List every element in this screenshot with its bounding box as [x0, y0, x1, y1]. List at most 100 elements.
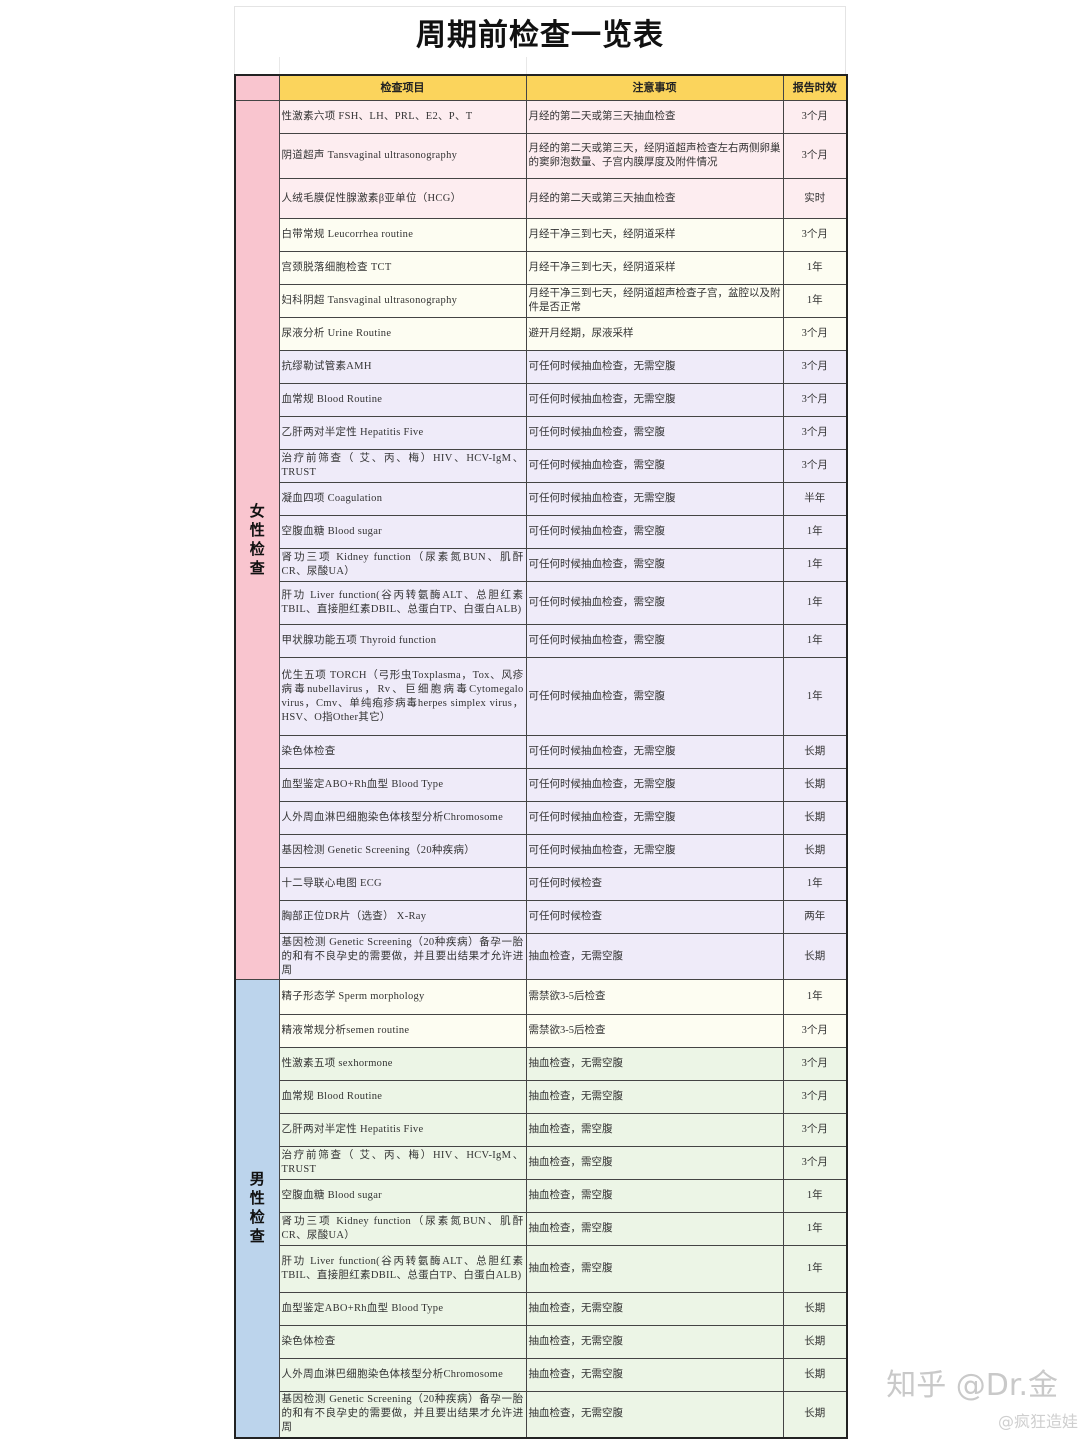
cell-period: 3个月 — [782, 1113, 848, 1147]
cell-note: 月经的第二天或第三天，经阴道超声检查左右两侧卵巢的窦卵泡数量、子宫内膜厚度及附件… — [525, 133, 784, 179]
cell-item: 阴道超声 Tansvaginal ultrasonography — [278, 133, 527, 179]
cell-period: 3个月 — [782, 133, 848, 179]
sheet-title: 周期前检查一览表 — [234, 6, 846, 57]
cell-note: 可任何时候抽血检查，无需空腹 — [525, 383, 784, 417]
table-row: 乙肝两对半定性 Hepatitis Five 可任何时候抽血检查，需空腹 3个月 — [235, 416, 848, 450]
cell-item: 治疗前筛查（ 艾、丙、梅）HIV、HCV-IgM、TRUST — [278, 1146, 527, 1180]
cell-period: 长期 — [782, 801, 848, 835]
cell-period: 1年 — [782, 1245, 848, 1293]
cell-note: 可任何时候抽血检查，无需空腹 — [525, 801, 784, 835]
cell-note: 月经的第二天或第三天抽血检查 — [525, 100, 784, 134]
cell-item: 十二导联心电图 ECG — [278, 867, 527, 901]
cell-item: 甲状腺功能五项 Thyroid function — [278, 624, 527, 658]
header-period: 报告时效 — [782, 74, 848, 101]
group-label-char: 男 — [249, 1170, 265, 1189]
cell-item: 乙肝两对半定性 Hepatitis Five — [278, 416, 527, 450]
female-group-label: 女性检查 — [234, 100, 280, 980]
header-row: 检查项目 注意事项 报告时效 — [234, 74, 848, 101]
cell-period: 3个月 — [782, 100, 848, 134]
table-row: 阴道超声 Tansvaginal ultrasonography 月经的第二天或第… — [235, 133, 848, 179]
cell-period: 3个月 — [782, 1080, 848, 1114]
cell-item: 治疗前筛查（ 艾、丙、梅）HIV、HCV-IgM、TRUST — [278, 449, 527, 483]
table-row: 血常规 Blood Routine 可任何时候抽血检查，无需空腹 3个月 — [235, 383, 848, 417]
cell-period: 3个月 — [782, 350, 848, 384]
cell-item: 精液常规分析semen routine — [278, 1014, 527, 1048]
table-row: 基因检测 Genetic Screening（20种疾病） 可任何时候抽血检查，无… — [235, 834, 848, 868]
cell-period: 长期 — [782, 933, 848, 980]
cell-item: 肾功三项 Kidney function（尿素氮BUN、肌酐CR、尿酸UA） — [278, 1212, 527, 1246]
cell-note: 可任何时候抽血检查，无需空腹 — [525, 482, 784, 516]
cell-note: 可任何时候抽血检查，需空腹 — [525, 515, 784, 549]
cell-item: 基因检测 Genetic Screening（20种疾病） — [278, 834, 527, 868]
cell-note: 可任何时候抽血检查，需空腹 — [525, 416, 784, 450]
cell-period: 3个月 — [782, 317, 848, 351]
group-label-char: 查 — [249, 559, 265, 577]
cell-note: 抽血检查，需空腹 — [525, 1146, 784, 1180]
cell-item: 抗缪勒试管素AMH — [278, 350, 527, 384]
table-row: 十二导联心电图 ECG 可任何时候检查 1年 — [235, 867, 848, 901]
cell-note: 抽血检查，无需空腹 — [525, 1080, 784, 1114]
cell-note: 避开月经期，尿液采样 — [525, 317, 784, 351]
table-row: 肾功三项 Kidney function（尿素氮BUN、肌酐CR、尿酸UA） 抽血… — [235, 1212, 848, 1246]
cell-period: 长期 — [782, 834, 848, 868]
cell-period: 1年 — [782, 1212, 848, 1246]
group-label-char: 性 — [249, 1189, 265, 1208]
cell-period: 半年 — [782, 482, 848, 516]
table-row: 男性检查精子形态学 Sperm morphology 需禁欲3-5后检查 1年 — [234, 979, 848, 1438]
table-row: 精液常规分析semen routine 需禁欲3-5后检查 3个月 — [235, 1014, 848, 1048]
watermark: 知乎 @Dr.金 — [886, 1368, 1058, 1403]
cell-note: 可任何时候抽血检查，需空腹 — [525, 657, 784, 736]
cell-period: 长期 — [782, 1325, 848, 1359]
table-row: 基因检测 Genetic Screening（20种疾病）备孕一胎的和有不良孕史… — [235, 1391, 848, 1438]
table-row: 人绒毛膜促性腺激素β亚单位（HCG） 月经的第二天或第三天抽血检查 实时 — [235, 178, 848, 219]
table-row: 凝血四项 Coagulation 可任何时候抽血检查，无需空腹 半年 — [235, 482, 848, 516]
table-row: 妇科阴超 Tansvaginal ultrasonography 月经干净三到七天… — [235, 284, 848, 318]
table-row: 白带常规 Leucorrhea routine 月经干净三到七天，经阴道采样 3个月 — [235, 218, 848, 252]
cell-note: 月经干净三到七天，经阴道采样 — [525, 218, 784, 252]
cell-note: 月经的第二天或第三天抽血检查 — [525, 178, 784, 219]
cell-period: 1年 — [782, 515, 848, 549]
group-label-char: 性 — [249, 521, 265, 539]
cell-item: 空腹血糖 Blood sugar — [278, 1179, 527, 1213]
cell-item: 血型鉴定ABO+Rh血型 Blood Type — [278, 768, 527, 802]
cell-period: 1年 — [782, 979, 848, 1015]
cell-item: 空腹血糖 Blood sugar — [278, 515, 527, 549]
cell-period: 3个月 — [782, 1047, 848, 1081]
cell-note: 抽血检查，无需空腹 — [525, 1047, 784, 1081]
cell-item: 基因检测 Genetic Screening（20种疾病）备孕一胎的和有不良孕史… — [278, 1391, 527, 1438]
table-row: 空腹血糖 Blood sugar 可任何时候抽血检查，需空腹 1年 — [235, 515, 848, 549]
cell-note: 可任何时候抽血检查，无需空腹 — [525, 768, 784, 802]
table-row: 染色体检查 抽血检查，无需空腹 长期 — [235, 1325, 848, 1359]
cell-period: 两年 — [782, 900, 848, 934]
cell-period: 长期 — [782, 768, 848, 802]
table-row: 血常规 Blood Routine 抽血检查，无需空腹 3个月 — [235, 1080, 848, 1114]
header-item: 检查项目 — [278, 74, 527, 101]
cell-period: 1年 — [782, 284, 848, 318]
spacer-row — [234, 57, 846, 74]
cell-note: 可任何时候抽血检查，需空腹 — [525, 449, 784, 483]
table-row: 宫颈脱落细胞检查 TCT 月经干净三到七天，经阴道采样 1年 — [235, 251, 848, 285]
cell-period: 1年 — [782, 581, 848, 625]
cell-note: 可任何时候抽血检查，需空腹 — [525, 624, 784, 658]
table-row: 乙肝两对半定性 Hepatitis Five 抽血检查，需空腹 3个月 — [235, 1113, 848, 1147]
table-row: 空腹血糖 Blood sugar 抽血检查，需空腹 1年 — [235, 1179, 848, 1213]
cell-note: 月经干净三到七天，经阴道采样 — [525, 251, 784, 285]
cell-item: 尿液分析 Urine Routine — [278, 317, 527, 351]
cell-note: 抽血检查，需空腹 — [525, 1179, 784, 1213]
table-row: 胸部正位DR片（选查） X-Ray 可任何时候检查 两年 — [235, 900, 848, 934]
cell-note: 抽血检查，无需空腹 — [525, 1391, 784, 1438]
cell-period: 1年 — [782, 657, 848, 736]
cell-item: 性激素六项 FSH、LH、PRL、E2、P、T — [278, 100, 527, 134]
watermark-sub: @疯狂造娃 — [997, 1412, 1078, 1431]
table-row: 治疗前筛查（ 艾、丙、梅）HIV、HCV-IgM、TRUST 抽血检查，需空腹 3个… — [235, 1146, 848, 1180]
cell-note: 可任何时候检查 — [525, 867, 784, 901]
cell-item: 白带常规 Leucorrhea routine — [278, 218, 527, 252]
header-note: 注意事项 — [525, 74, 784, 101]
cell-item: 宫颈脱落细胞检查 TCT — [278, 251, 527, 285]
cell-period: 1年 — [782, 1179, 848, 1213]
cell-period: 1年 — [782, 867, 848, 901]
male-group-label: 男性检查 — [234, 979, 280, 1438]
header-group — [234, 74, 280, 101]
cell-item: 肝功 Liver function(谷丙转氨酶ALT、总胆红素TBIL、直接胆红… — [278, 1245, 527, 1293]
cell-item: 染色体检查 — [278, 1325, 527, 1359]
